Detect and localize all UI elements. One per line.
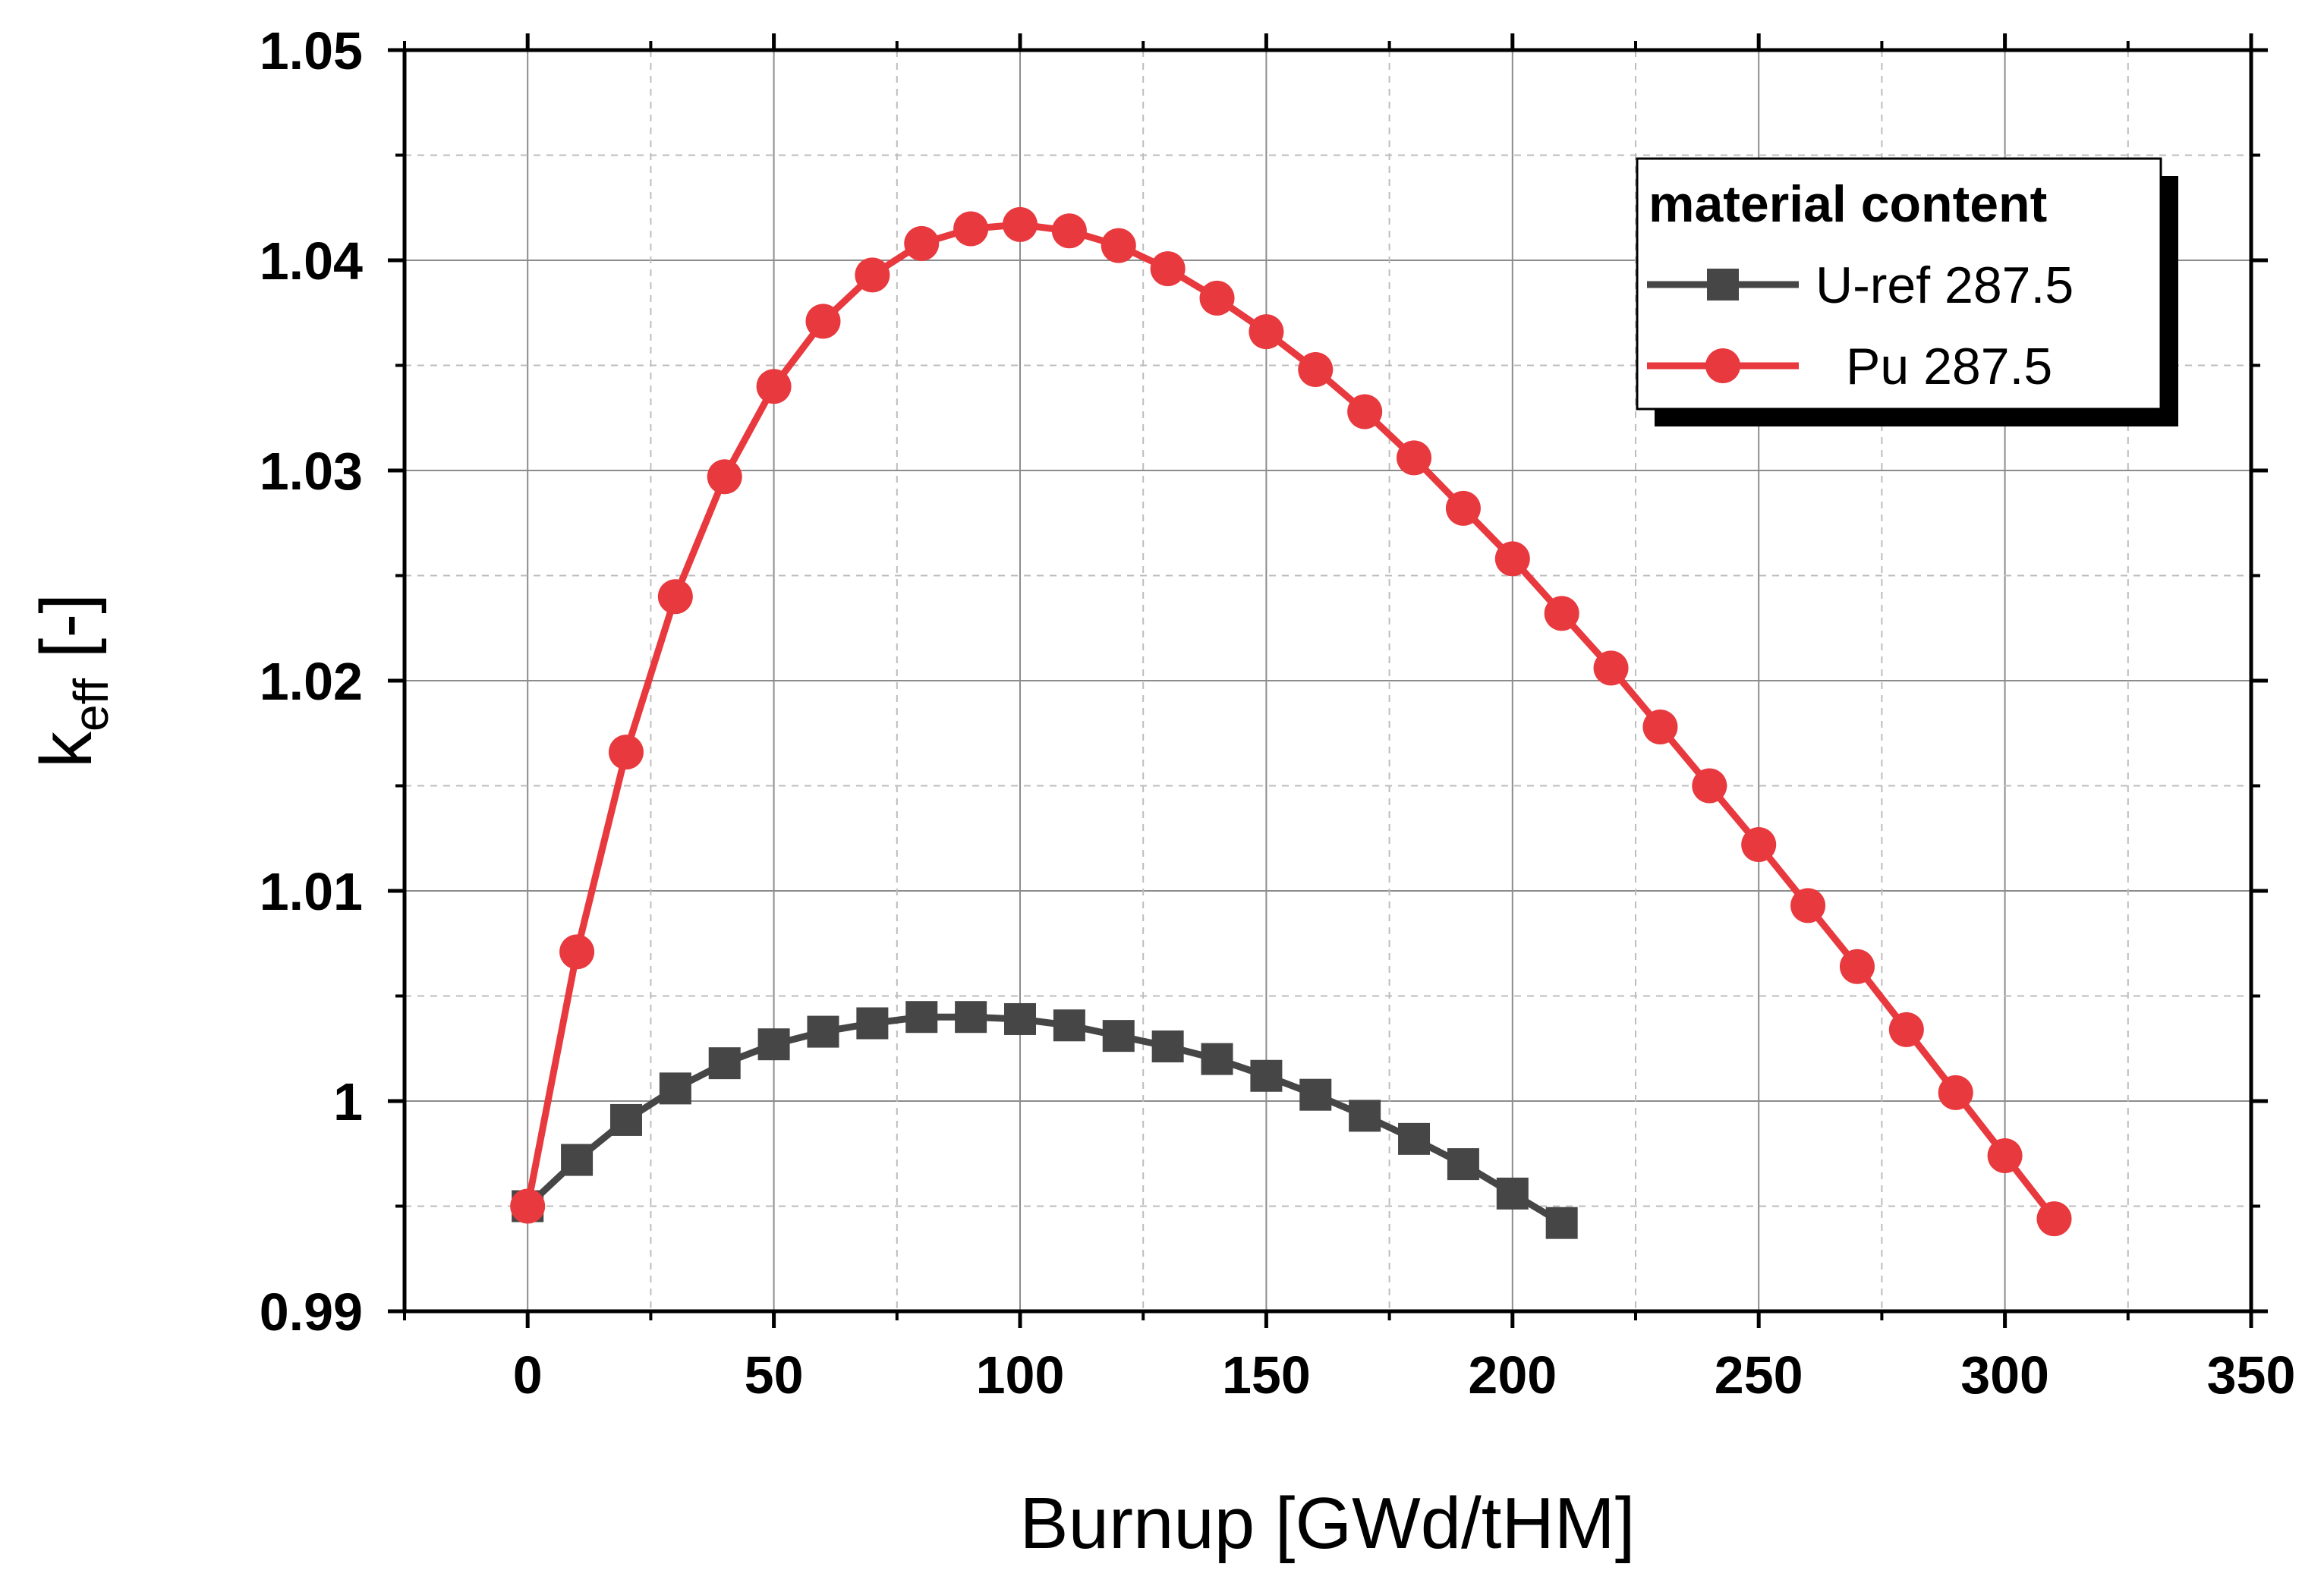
y-axis-title-suffix: [-] — [26, 593, 107, 678]
data-point-pu-287-5 — [1790, 888, 1826, 924]
data-point-u-ref-287-5 — [1004, 1002, 1036, 1035]
data-point-pu-287-5 — [1741, 827, 1777, 863]
data-point-u-ref-287-5 — [1496, 1177, 1529, 1210]
data-point-pu-287-5 — [1987, 1138, 2023, 1174]
y-axis-title: keff [-] — [26, 593, 118, 768]
legend-marker-pu-287-5 — [1705, 348, 1740, 383]
data-point-u-ref-287-5 — [1151, 1030, 1184, 1062]
data-point-pu-287-5 — [608, 735, 644, 770]
data-point-pu-287-5 — [1298, 352, 1334, 388]
data-point-pu-287-5 — [1593, 650, 1629, 686]
data-point-u-ref-287-5 — [856, 1007, 889, 1040]
y-tick-label: 1.05 — [260, 21, 363, 80]
legend-marker-u-ref-287-5 — [1707, 269, 1739, 300]
y-tick-label: 1.04 — [260, 231, 363, 291]
legend-title: material content — [1649, 175, 2047, 233]
y-axis-title-main: k — [26, 731, 107, 768]
data-point-u-ref-287-5 — [807, 1015, 839, 1048]
x-tick-label: 200 — [1468, 1345, 1557, 1405]
data-point-pu-287-5 — [2036, 1201, 2072, 1237]
data-point-u-ref-287-5 — [1102, 1020, 1135, 1053]
x-tick-label: 100 — [976, 1345, 1065, 1405]
data-point-u-ref-287-5 — [1201, 1043, 1233, 1075]
data-point-pu-287-5 — [1150, 251, 1186, 287]
data-point-u-ref-287-5 — [708, 1047, 741, 1080]
x-tick-label: 50 — [745, 1345, 804, 1405]
data-point-pu-287-5 — [559, 934, 595, 970]
series-u-ref-287-5 — [512, 1001, 1578, 1239]
data-point-pu-287-5 — [1494, 541, 1530, 577]
x-axis-title: Burnup [GWd/tHM] — [1020, 1483, 1636, 1564]
data-point-pu-287-5 — [657, 579, 693, 615]
data-point-pu-287-5 — [1003, 206, 1038, 242]
legend-label-pu-287-5: Pu 287.5 — [1846, 338, 2052, 395]
data-point-pu-287-5 — [756, 369, 792, 404]
data-point-pu-287-5 — [1938, 1075, 1973, 1110]
data-point-pu-287-5 — [1249, 314, 1284, 350]
data-point-pu-287-5 — [1397, 440, 1432, 476]
x-tick-label: 250 — [1715, 1345, 1803, 1405]
legend: material content U-ref 287.5 Pu 287.5 — [1636, 157, 2178, 426]
series-layer — [510, 206, 2072, 1239]
x-tick-label: 300 — [1960, 1345, 2049, 1405]
data-point-u-ref-287-5 — [1053, 1009, 1085, 1042]
legend-label-u-ref-287-5: U-ref 287.5 — [1815, 256, 2074, 314]
y-axis-title-subscript: eff — [64, 678, 118, 732]
data-point-pu-287-5 — [510, 1188, 546, 1224]
y-tick-label: 1 — [333, 1072, 363, 1131]
data-point-u-ref-287-5 — [1349, 1100, 1381, 1132]
x-tick-label: 150 — [1222, 1345, 1311, 1405]
y-tick-label: 1.01 — [260, 862, 363, 921]
data-point-u-ref-287-5 — [1299, 1078, 1332, 1111]
data-point-pu-287-5 — [1692, 768, 1727, 804]
data-point-pu-287-5 — [1839, 949, 1875, 984]
data-point-u-ref-287-5 — [659, 1072, 691, 1105]
series-line-u-ref-287-5 — [525, 1013, 1564, 1226]
data-point-pu-287-5 — [904, 225, 940, 261]
data-point-pu-287-5 — [1642, 709, 1678, 744]
data-point-u-ref-287-5 — [609, 1103, 642, 1136]
data-point-pu-287-5 — [953, 211, 989, 247]
data-point-u-ref-287-5 — [1398, 1122, 1431, 1155]
x-tick-label: 0 — [513, 1345, 543, 1405]
data-point-u-ref-287-5 — [757, 1028, 790, 1061]
legend-entry-u-ref-287-5: U-ref 287.5 — [1647, 256, 2074, 314]
data-point-pu-287-5 — [1347, 394, 1383, 430]
data-point-pu-287-5 — [1199, 280, 1235, 316]
y-tick-label: 1.02 — [260, 652, 363, 711]
data-point-pu-287-5 — [1051, 213, 1087, 249]
data-point-pu-287-5 — [1101, 228, 1136, 263]
data-point-u-ref-287-5 — [561, 1144, 594, 1176]
data-point-pu-287-5 — [1544, 596, 1579, 631]
data-point-pu-287-5 — [855, 257, 890, 293]
y-tick-label: 0.99 — [260, 1282, 363, 1342]
data-point-pu-287-5 — [1888, 1012, 1924, 1047]
axis-ticks: 0 50 100 150 200 250 300 350 0.99 1 1.01 1.02 1.03 1.… — [260, 21, 2296, 1405]
data-point-pu-287-5 — [707, 459, 742, 495]
data-point-pu-287-5 — [1445, 490, 1481, 526]
data-point-u-ref-287-5 — [1545, 1207, 1578, 1239]
x-tick-label: 350 — [2207, 1345, 2296, 1405]
data-point-u-ref-287-5 — [1250, 1059, 1283, 1092]
y-tick-label: 1.03 — [260, 442, 363, 501]
series-pu-287-5 — [510, 206, 2072, 1237]
data-point-u-ref-287-5 — [905, 1001, 938, 1034]
data-point-u-ref-287-5 — [955, 1001, 987, 1034]
data-point-u-ref-287-5 — [1447, 1148, 1479, 1181]
data-point-pu-287-5 — [805, 304, 841, 339]
legend-entry-pu-287-5: Pu 287.5 — [1647, 338, 2052, 395]
